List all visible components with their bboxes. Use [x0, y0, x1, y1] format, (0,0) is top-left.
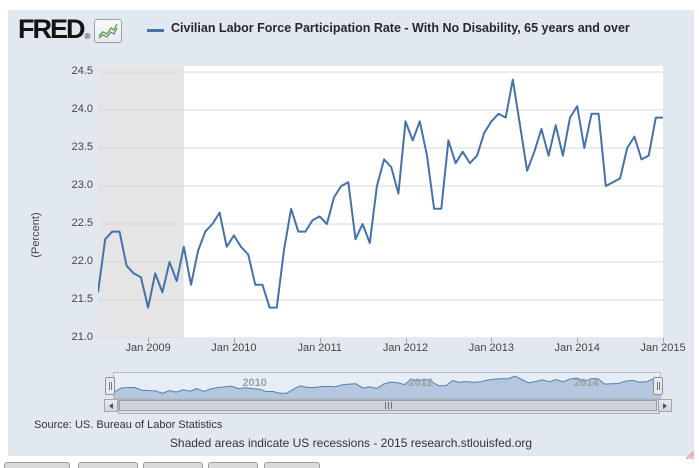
navigator-left-handle[interactable]: [105, 377, 115, 395]
y-tick-label: 22.5: [71, 217, 93, 229]
bottom-button[interactable]: [264, 462, 320, 468]
y-axis-title: (Percent): [30, 212, 42, 258]
y-tick-label: 22.0: [71, 255, 93, 267]
y-tick-label: 21.0: [71, 331, 93, 343]
scrollbar-thumb[interactable]: [119, 400, 657, 411]
navigator-year-label: 2012: [408, 377, 433, 389]
x-tick-mark: [491, 338, 493, 342]
scrollbar-left-arrow[interactable]: [104, 399, 118, 412]
x-tick-label: Jan 2011: [297, 342, 342, 354]
plot-area[interactable]: [97, 66, 663, 339]
navigator-area: [114, 376, 660, 398]
y-tick-label: 23.5: [71, 141, 93, 153]
bottom-button[interactable]: [208, 462, 258, 468]
x-tick-mark: [319, 338, 321, 342]
x-tick-mark: [233, 338, 235, 342]
registered-mark: ®: [84, 32, 91, 41]
scrollbar-right-arrow[interactable]: [658, 399, 672, 412]
y-tick-label: 21.5: [71, 293, 93, 305]
navigator-line: [113, 375, 660, 394]
navigator[interactable]: [113, 372, 661, 399]
x-tick-label: Jan 2012: [382, 342, 429, 354]
fred-sparkline-icon: [94, 19, 123, 43]
y-tick-label: 24.5: [71, 65, 93, 77]
x-tick-mark: [405, 338, 407, 342]
left-triangle-icon: [109, 402, 113, 409]
x-tick-label: Jan 2014: [554, 342, 600, 354]
source-text: Source: US. Bureau of Labor Statistics: [34, 419, 223, 431]
x-tick-mark: [663, 338, 664, 342]
bottom-button[interactable]: [143, 462, 203, 468]
x-tick-label: Jan 2009: [125, 342, 171, 354]
y-tick-label: 24.0: [71, 103, 93, 115]
x-tick-label: Jan 2010: [211, 342, 257, 354]
navigator-right-handle[interactable]: [653, 377, 663, 395]
x-tick-label: Jan 2015: [640, 342, 686, 354]
navigator-year-label: 2010: [242, 377, 267, 389]
fred-logo-text: FRED: [18, 14, 85, 44]
legend-label: Civilian Labor Force Participation Rate …: [171, 21, 630, 35]
recession-note: Shaded areas indicate US recessions - 20…: [169, 436, 533, 450]
navigator-year-label: 2014: [574, 377, 599, 389]
legend-item[interactable]: Civilian Labor Force Participation Rate …: [147, 21, 671, 36]
x-tick-label: Jan 2013: [468, 342, 515, 354]
bottom-button[interactable]: [78, 462, 138, 468]
y-tick-label: 23.0: [71, 179, 93, 191]
right-triangle-icon: [663, 402, 667, 409]
series-line: [97, 78, 663, 309]
x-tick-mark: [577, 338, 579, 342]
x-tick-mark: [148, 338, 150, 342]
legend-line-sample-icon: [147, 29, 164, 32]
resize-handle[interactable]: [685, 447, 695, 465]
recession-band: [98, 66, 184, 338]
bottom-button[interactable]: [4, 462, 70, 468]
fred-logo[interactable]: FRED ®: [18, 14, 123, 44]
